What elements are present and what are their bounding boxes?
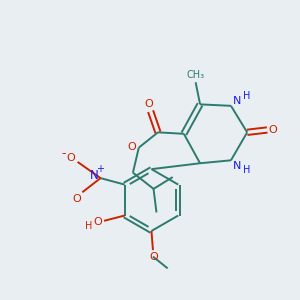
Text: H: H xyxy=(244,165,251,175)
Text: O: O xyxy=(72,194,81,204)
Text: N: N xyxy=(90,169,98,182)
Text: O: O xyxy=(93,217,102,227)
Text: O: O xyxy=(67,153,76,164)
Text: O: O xyxy=(269,125,278,135)
Text: -: - xyxy=(61,147,66,160)
Text: N: N xyxy=(233,95,242,106)
Text: O: O xyxy=(145,99,154,109)
Text: O: O xyxy=(149,252,158,262)
Text: H: H xyxy=(244,92,251,101)
Text: CH₃: CH₃ xyxy=(187,70,205,80)
Text: +: + xyxy=(96,164,104,174)
Text: O: O xyxy=(128,142,136,152)
Text: H: H xyxy=(85,221,92,231)
Text: N: N xyxy=(233,160,242,171)
